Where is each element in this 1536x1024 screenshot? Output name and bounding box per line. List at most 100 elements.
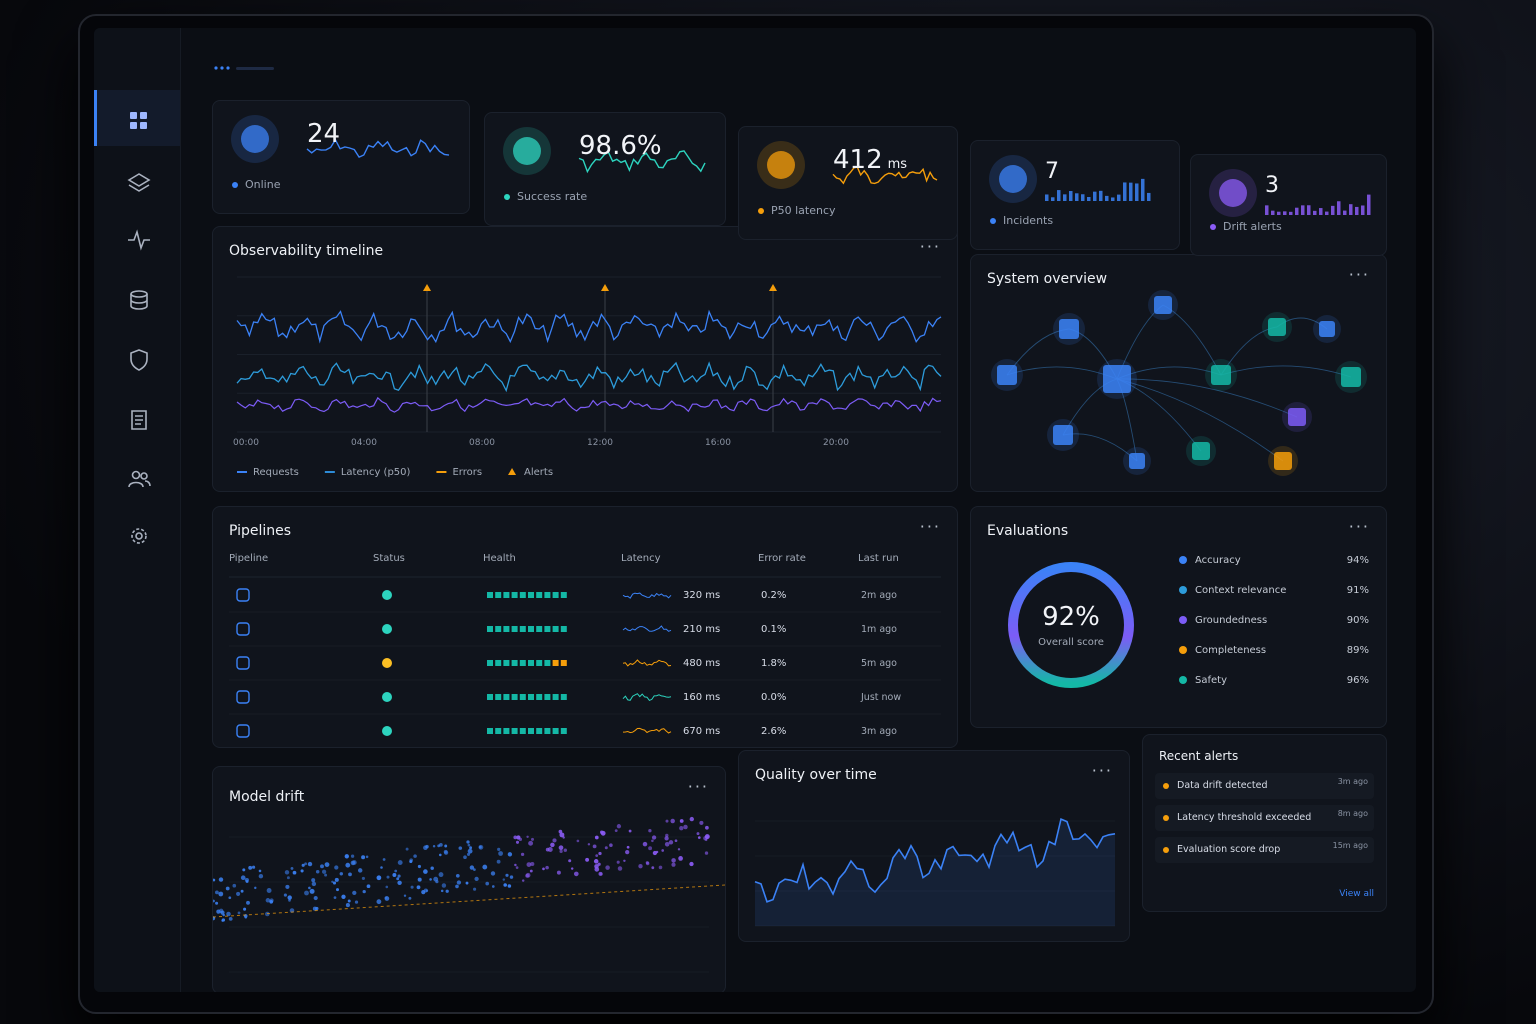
more-button[interactable]: ··· — [1348, 265, 1370, 284]
health-cell — [519, 728, 526, 734]
latency-value: 480 ms — [683, 658, 720, 669]
kpi-value: 7 — [1045, 159, 1059, 184]
kpi-label: P50 latency — [771, 204, 836, 217]
more-button[interactable]: ··· — [919, 237, 941, 256]
more-button[interactable]: ··· — [1348, 517, 1370, 536]
alert-row[interactable]: Evaluation score drop 15m ago — [1155, 837, 1374, 863]
nav-settings[interactable] — [131, 528, 147, 544]
alert-row[interactable]: Latency threshold exceeded 8m ago — [1155, 805, 1374, 831]
drift-point — [467, 843, 471, 847]
drift-point — [525, 872, 531, 878]
drift-point — [288, 899, 291, 902]
drift-point — [403, 894, 407, 897]
drift-point — [530, 861, 535, 867]
drift-point — [438, 872, 444, 878]
metric-dot — [1179, 556, 1187, 564]
drift-point — [576, 839, 580, 843]
drift-point — [324, 862, 330, 867]
drift-point — [376, 899, 382, 905]
kpi-mini-bar — [1093, 191, 1097, 201]
kpi-mini-bar — [1289, 211, 1293, 215]
drift-point — [478, 844, 484, 850]
nav-dashboard[interactable] — [130, 112, 147, 129]
drift-point — [408, 896, 412, 900]
health-cell — [544, 660, 551, 666]
metric-value: 96% — [1347, 675, 1369, 686]
drift-point — [348, 872, 352, 877]
drift-point — [309, 888, 315, 894]
quality-card: Quality over time ··· — [738, 750, 1130, 942]
nav-users[interactable] — [128, 470, 151, 488]
drift-point — [497, 847, 501, 852]
kpi-card: 3 Drift alerts — [1190, 154, 1387, 256]
drift-point — [587, 843, 591, 846]
drift-point — [284, 870, 290, 875]
drift-point — [292, 870, 297, 875]
drift-point — [243, 907, 247, 911]
kpi-mini-bar — [1141, 178, 1145, 201]
drift-point — [516, 835, 521, 840]
more-button[interactable]: ··· — [1091, 761, 1113, 780]
latency-sparkline — [622, 693, 672, 702]
drift-point — [331, 880, 334, 884]
drift-card: Model drift ··· — [212, 766, 726, 992]
alert-row[interactable]: Data drift detected 3m ago — [1155, 773, 1374, 799]
drift-point — [362, 889, 366, 894]
drift-point — [266, 888, 272, 893]
drift-point — [216, 909, 221, 914]
drift-point — [417, 864, 421, 869]
kpi-mini-bar — [1307, 205, 1311, 215]
drift-point — [441, 883, 447, 888]
more-button[interactable]: ··· — [687, 777, 709, 796]
latency-value: 160 ms — [683, 692, 720, 703]
view-all-link[interactable]: View all — [1339, 889, 1374, 899]
drift-point — [558, 845, 564, 851]
health-cell — [528, 660, 534, 666]
kpi-mini-bar — [1325, 211, 1329, 215]
drift-point — [285, 884, 290, 889]
kpi-dot — [990, 218, 996, 224]
last-run: 2m ago — [861, 590, 897, 601]
drift-point — [507, 852, 513, 857]
kpi-value: 24 — [307, 119, 340, 149]
column-header: Pipeline — [229, 553, 268, 564]
metric-value: 90% — [1347, 615, 1369, 626]
kpi-number: 3 — [1265, 173, 1279, 198]
kpi-mini-bar — [1295, 207, 1299, 215]
drift-point — [705, 825, 709, 830]
health-cell — [487, 694, 493, 700]
drift-point — [507, 884, 512, 888]
drift-point — [473, 887, 477, 891]
drift-point — [315, 869, 320, 874]
nav-database[interactable] — [130, 290, 148, 310]
health-cell — [495, 694, 502, 700]
metric-value: 94% — [1347, 555, 1369, 566]
pipeline-icon — [236, 622, 250, 636]
nav-layers[interactable] — [127, 173, 151, 192]
nav-logs[interactable] — [131, 410, 147, 430]
drift-point — [573, 871, 579, 877]
health-cell — [528, 592, 534, 598]
drift-point — [594, 864, 599, 869]
kpi-graphics — [757, 141, 938, 214]
drift-point — [568, 859, 572, 863]
drift-point — [269, 899, 274, 904]
drift-point — [226, 911, 231, 917]
drift-point — [290, 866, 294, 870]
kpi-label: Success rate — [517, 190, 588, 203]
drift-point — [562, 836, 565, 839]
drift-point — [455, 873, 460, 878]
kpi-sparkline — [578, 150, 706, 174]
drift-point — [467, 848, 473, 854]
drift-point — [221, 919, 224, 922]
nav-activity[interactable] — [128, 229, 150, 251]
health-cell — [552, 660, 559, 666]
kpi-mini-bar — [1361, 205, 1365, 215]
nav-security[interactable] — [130, 349, 148, 371]
drift-point — [642, 841, 648, 847]
more-button[interactable]: ··· — [919, 517, 941, 536]
metric-name: Completeness — [1195, 645, 1266, 656]
kpi-mini-bar — [1087, 196, 1091, 201]
metric-value: 91% — [1347, 585, 1369, 596]
drift-point — [423, 869, 428, 874]
